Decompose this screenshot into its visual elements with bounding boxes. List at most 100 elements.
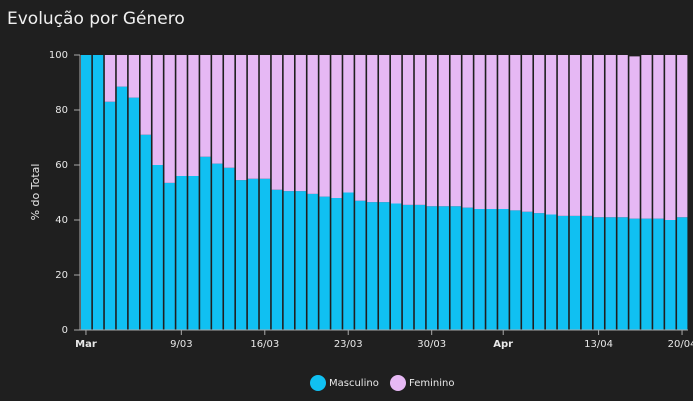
bar-segment bbox=[319, 55, 330, 197]
bar-segment bbox=[617, 55, 628, 218]
bar-segment bbox=[474, 55, 485, 209]
bar-segment bbox=[498, 55, 509, 209]
bar-segment bbox=[104, 101, 116, 330]
bar-segment bbox=[331, 55, 342, 198]
bar-segment bbox=[176, 176, 187, 330]
bar-segment bbox=[617, 217, 628, 330]
bar-segment bbox=[569, 215, 581, 330]
x-tick-label: 23/03 bbox=[334, 339, 363, 350]
bar-segment bbox=[653, 218, 664, 330]
bar-segment bbox=[629, 218, 640, 330]
bar-segment bbox=[176, 55, 187, 176]
bar-segment bbox=[224, 55, 235, 168]
bar-segment bbox=[367, 55, 378, 203]
bar-segment bbox=[116, 86, 128, 330]
bar-segment bbox=[653, 55, 664, 219]
bar-segment bbox=[438, 55, 449, 207]
bar-segment bbox=[92, 55, 104, 330]
bar-segment bbox=[343, 55, 354, 193]
x-tick-label: Apr bbox=[493, 339, 513, 350]
legend-swatch bbox=[310, 375, 326, 391]
bar-segment bbox=[212, 55, 223, 164]
chart-title: Evolução por Género bbox=[7, 9, 185, 29]
bar-segment bbox=[104, 55, 116, 102]
bar-segment bbox=[235, 180, 247, 330]
bar-segment bbox=[164, 55, 175, 183]
legend-label: Feminino bbox=[409, 378, 454, 389]
x-tick-label: 16/03 bbox=[250, 339, 279, 350]
bar-segment bbox=[283, 191, 294, 330]
y-tick-label: 60 bbox=[55, 160, 68, 171]
bar-segment bbox=[677, 217, 688, 330]
bar-segment bbox=[247, 178, 259, 330]
bar-segment bbox=[390, 203, 402, 330]
legend-swatch bbox=[390, 375, 406, 391]
bar-segment bbox=[128, 97, 140, 330]
bar-segment bbox=[224, 167, 235, 330]
bar-segment bbox=[474, 209, 485, 330]
y-tick-label: 80 bbox=[55, 105, 68, 116]
bar-segment bbox=[331, 198, 342, 330]
bar-segment bbox=[557, 55, 569, 216]
bar-segment bbox=[414, 204, 426, 330]
bar-segment bbox=[307, 55, 318, 194]
bar-segment bbox=[81, 55, 92, 330]
bar-segment bbox=[212, 163, 223, 330]
bar-segment bbox=[355, 200, 366, 330]
bar-segment bbox=[140, 134, 151, 330]
bar-segment bbox=[426, 55, 438, 207]
bar-segment bbox=[188, 55, 199, 176]
y-tick-label: 0 bbox=[62, 325, 68, 336]
bar-segment bbox=[295, 191, 306, 330]
bar-segment bbox=[581, 55, 593, 216]
bar-segment bbox=[271, 189, 283, 330]
bar-segment bbox=[641, 218, 652, 330]
bar-segment bbox=[295, 55, 306, 192]
bar-segment bbox=[510, 210, 521, 330]
bar-segment bbox=[200, 55, 211, 157]
y-tick-label: 20 bbox=[55, 270, 68, 281]
bar-segment bbox=[402, 204, 414, 330]
bar-segment bbox=[450, 55, 461, 207]
bar-segment bbox=[116, 55, 128, 87]
bar-segment bbox=[557, 215, 569, 330]
bar-segment bbox=[522, 55, 533, 212]
bar-segment bbox=[152, 55, 163, 165]
legend-item[interactable]: Feminino bbox=[390, 375, 454, 391]
bar-segment bbox=[379, 202, 390, 330]
bar-segment bbox=[534, 213, 545, 330]
bar-segment bbox=[247, 55, 259, 179]
bar-segment bbox=[605, 55, 616, 218]
bar-segment bbox=[510, 55, 521, 211]
bar-segment bbox=[665, 55, 676, 220]
bar-segment bbox=[379, 55, 390, 203]
bar-segment bbox=[522, 211, 533, 330]
bar-segment bbox=[319, 196, 330, 330]
bar-segment bbox=[259, 178, 271, 330]
x-tick-label: 9/03 bbox=[170, 339, 192, 350]
bar-segment bbox=[486, 55, 497, 209]
legend-item[interactable]: Masculino bbox=[310, 375, 379, 391]
bar-segment bbox=[593, 217, 604, 330]
bar-segment bbox=[438, 206, 449, 330]
bar-segment bbox=[235, 55, 247, 181]
x-tick-label: 13/04 bbox=[584, 339, 613, 350]
bar-segment bbox=[307, 193, 318, 330]
x-tick-label: Mar bbox=[75, 339, 97, 350]
bar-segment bbox=[545, 55, 557, 215]
bar-segment bbox=[665, 220, 676, 330]
bar-segment bbox=[545, 214, 557, 330]
bar-segment bbox=[271, 55, 283, 190]
bar-segment bbox=[140, 55, 151, 135]
y-axis-label: % do Total bbox=[29, 164, 42, 221]
bar-segment bbox=[200, 156, 211, 330]
y-tick-label: 40 bbox=[55, 215, 68, 226]
bar-segment bbox=[486, 209, 497, 330]
bar-segment bbox=[641, 55, 652, 219]
bar-segment bbox=[605, 217, 616, 330]
bar-segment bbox=[128, 55, 140, 98]
bar-segment bbox=[402, 55, 414, 205]
bar-segment bbox=[581, 215, 593, 330]
